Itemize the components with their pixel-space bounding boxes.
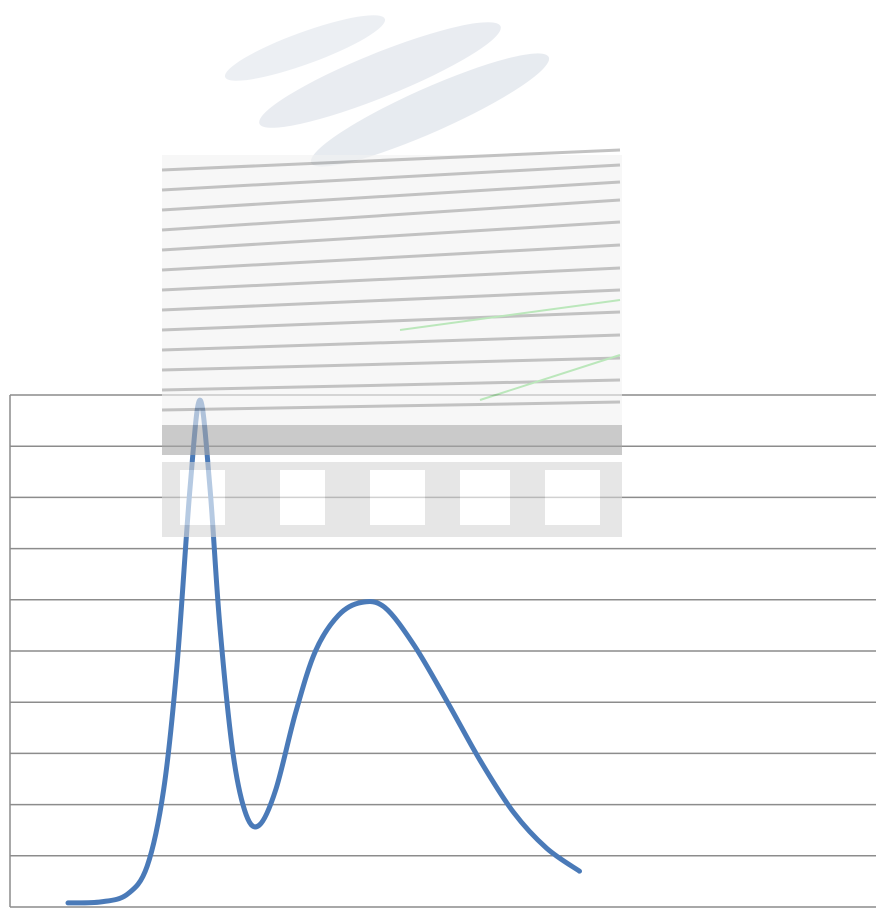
series-line (65, 397, 582, 906)
watermark-logo (161, 15, 622, 537)
series-layer (65, 397, 582, 906)
